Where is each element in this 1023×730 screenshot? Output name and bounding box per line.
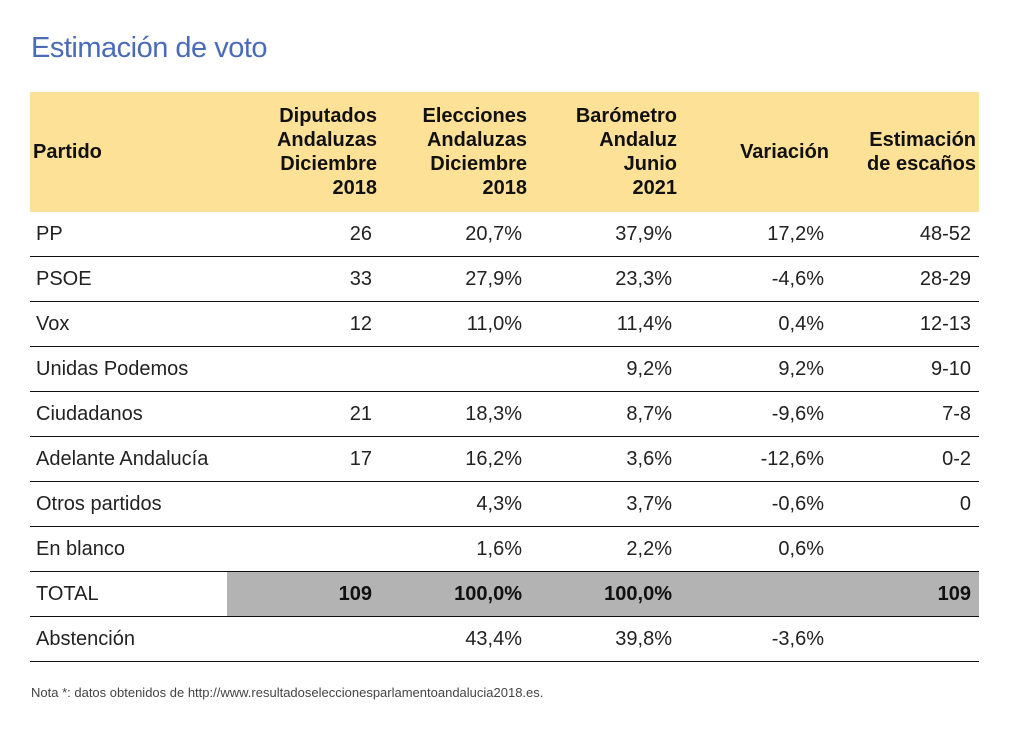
table-cell: 4,3% — [380, 481, 530, 527]
column-header-line: Estimación — [869, 129, 976, 151]
page-title: Estimación de voto — [31, 32, 268, 64]
table-cell — [832, 616, 979, 662]
table-row: PP 26 20,7% 37,9% 17,2% 48-52 — [30, 212, 979, 257]
table-cell: 9-10 — [832, 346, 979, 392]
table-cell: 1,6% — [380, 526, 530, 572]
table-row: Unidas Podemos 9,2% 9,2% 9-10 — [30, 346, 979, 392]
table-cell: 48-52 — [832, 212, 979, 257]
party-name: En blanco — [30, 526, 227, 572]
table-cell: 11,0% — [380, 301, 530, 347]
vote-estimate-table: Partido Diputados Andaluzas Diciembre 2018 El… — [30, 92, 979, 662]
table-cell — [227, 346, 380, 392]
column-header-line: Junio — [623, 153, 677, 175]
column-header-line: Andaluz — [599, 129, 677, 151]
table-cell — [227, 481, 380, 527]
column-header-line: Elecciones — [422, 105, 527, 127]
table-cell: 3,6% — [530, 436, 680, 482]
table-cell: 2,2% — [530, 526, 680, 572]
column-header-line: Barómetro — [575, 105, 677, 127]
table-cell: 17,2% — [680, 212, 832, 257]
table-cell: 100,0% — [530, 571, 680, 617]
footnote: Nota *: datos obtenidos de http://www.re… — [31, 685, 544, 700]
column-header-line: Andaluzas — [276, 129, 377, 151]
table-cell: 8,7% — [530, 391, 680, 437]
table-cell: 0,4% — [680, 301, 832, 347]
table-cell: 28-29 — [832, 256, 979, 302]
table-cell — [227, 616, 380, 662]
table-cell: 0,6% — [680, 526, 832, 572]
table-row: En blanco 1,6% 2,2% 0,6% — [30, 526, 979, 572]
table-cell: 7-8 — [832, 391, 979, 437]
table-row: Otros partidos 4,3% 3,7% -0,6% 0 — [30, 481, 979, 527]
column-header: Estimación de escaños — [832, 92, 979, 212]
column-header-line: de escaños — [867, 153, 976, 175]
table-cell: 11,4% — [530, 301, 680, 347]
party-name: Abstención — [30, 616, 227, 662]
column-header-line: Partido — [33, 141, 102, 163]
table-cell: -4,6% — [680, 256, 832, 302]
column-header: Variación — [680, 92, 832, 212]
party-name: Vox — [30, 301, 227, 347]
party-name: PP — [30, 212, 227, 257]
party-name: Ciudadanos — [30, 391, 227, 437]
table-cell: 37,9% — [530, 212, 680, 257]
column-header: Barómetro Andaluz Junio 2021 — [530, 92, 680, 212]
column-header-line: 2021 — [632, 177, 678, 199]
party-name: TOTAL — [30, 571, 227, 617]
column-header-line: Andaluzas — [426, 129, 527, 151]
table-cell: 16,2% — [380, 436, 530, 482]
table-row: Abstención 43,4% 39,8% -3,6% — [30, 616, 979, 662]
table-cell: 26 — [227, 212, 380, 257]
table-row: Adelante Andalucía 17 16,2% 3,6% -12,6% 0-2 — [30, 436, 979, 482]
table-cell: 17 — [227, 436, 380, 482]
column-header-line: Diciembre — [280, 153, 377, 175]
table-cell: 109 — [227, 571, 380, 617]
column-header-line: Diciembre — [430, 153, 527, 175]
table-cell: 9,2% — [680, 346, 832, 392]
table-cell: 100,0% — [380, 571, 530, 617]
table-row: PSOE 33 27,9% 23,3% -4,6% 28-29 — [30, 256, 979, 302]
table-row: Vox 12 11,0% 11,4% 0,4% 12-13 — [30, 301, 979, 347]
party-name: Unidas Podemos — [30, 346, 227, 392]
table-cell: 0-2 — [832, 436, 979, 482]
table-cell: 33 — [227, 256, 380, 302]
column-header-line: 2018 — [332, 177, 378, 199]
table-cell: 21 — [227, 391, 380, 437]
table-cell — [227, 526, 380, 572]
column-header: Partido — [30, 92, 227, 212]
column-header: Elecciones Andaluzas Diciembre 2018 — [380, 92, 530, 212]
table-cell: 18,3% — [380, 391, 530, 437]
table-cell: 3,7% — [530, 481, 680, 527]
table-cell: 23,3% — [530, 256, 680, 302]
table-cell: 43,4% — [380, 616, 530, 662]
table-cell — [832, 526, 979, 572]
table-cell: 39,8% — [530, 616, 680, 662]
table-row: Ciudadanos 21 18,3% 8,7% -9,6% 7-8 — [30, 391, 979, 437]
table-cell: -9,6% — [680, 391, 832, 437]
table-cell: 109 — [832, 571, 979, 617]
table-cell: 27,9% — [380, 256, 530, 302]
table-row: TOTAL 109 100,0% 100,0% 109 — [30, 571, 979, 617]
table-cell: 20,7% — [380, 212, 530, 257]
table-cell: 0 — [832, 481, 979, 527]
table-cell: -12,6% — [680, 436, 832, 482]
table-cell: 12-13 — [832, 301, 979, 347]
column-header-line: 2018 — [482, 177, 528, 199]
header-row: Partido Diputados Andaluzas Diciembre 2018 El… — [30, 92, 979, 212]
column-header-line: Variación — [740, 141, 829, 163]
party-name: Adelante Andalucía — [30, 436, 227, 482]
party-name: Otros partidos — [30, 481, 227, 527]
table-cell: -3,6% — [680, 616, 832, 662]
table-cell — [680, 571, 832, 617]
table-cell: 9,2% — [530, 346, 680, 392]
table-cell: 12 — [227, 301, 380, 347]
table-cell: -0,6% — [680, 481, 832, 527]
column-header-line: Diputados — [279, 105, 377, 127]
table-cell — [380, 346, 530, 392]
party-name: PSOE — [30, 256, 227, 302]
column-header: Diputados Andaluzas Diciembre 2018 — [227, 92, 380, 212]
